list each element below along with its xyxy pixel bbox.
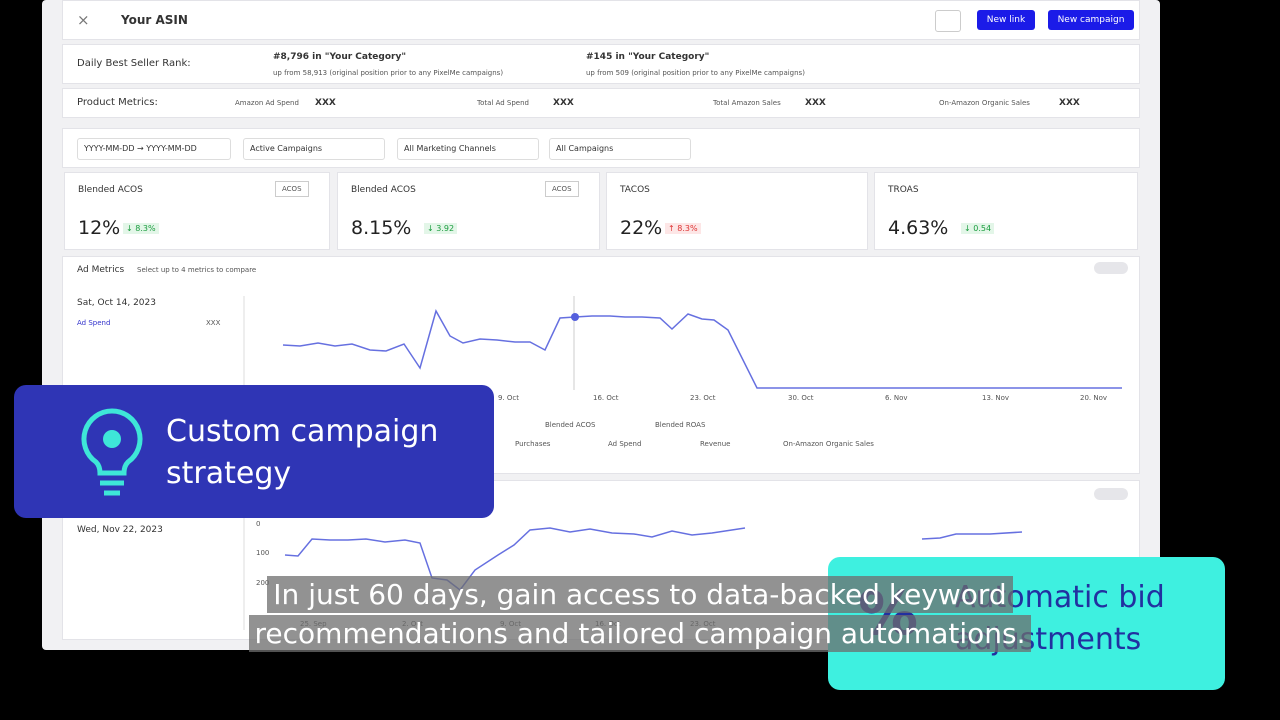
filter[interactable]: All Campaigns bbox=[549, 138, 691, 160]
series-label: Ad Spend bbox=[77, 319, 111, 327]
new-link[interactable]: New link bbox=[977, 10, 1035, 30]
metric-value: XXX bbox=[1059, 98, 1080, 108]
callout-blue: Custom campaign strategy bbox=[14, 385, 494, 518]
legend-item[interactable]: On-Amazon Organic Sales bbox=[783, 440, 874, 448]
line-2a bbox=[284, 527, 746, 592]
card-value: 22% bbox=[620, 217, 663, 239]
download-button[interactable] bbox=[935, 10, 961, 32]
header: × Your ASIN New link New campaign bbox=[62, 0, 1140, 40]
rank: #8,796 in "Your Category" bbox=[273, 52, 407, 62]
callout-text: Custom campaign strategy bbox=[166, 414, 439, 491]
kpi-card: TACOS 22% ↑ 8.3% bbox=[606, 172, 868, 250]
x-tick-label: 20. Nov bbox=[1080, 394, 1108, 402]
legend-item[interactable]: Blended ROAS bbox=[655, 421, 706, 429]
series-value: XXX bbox=[206, 319, 221, 327]
x-tick-label: 30. Oct bbox=[788, 394, 814, 402]
kpi-card: TROAS 4.63% ↓ 0.54 bbox=[874, 172, 1138, 250]
card-toggle[interactable]: ACOS bbox=[275, 181, 309, 197]
filter[interactable]: Active Campaigns bbox=[243, 138, 385, 160]
legend-item[interactable]: Blended ACOS bbox=[545, 421, 596, 429]
legend-item[interactable]: Ad Spend bbox=[608, 440, 642, 448]
toggle[interactable] bbox=[1094, 488, 1128, 500]
label: Daily Best Seller Rank: bbox=[77, 58, 191, 69]
bulb-icon bbox=[81, 408, 143, 496]
metric-name: Amazon Ad Spend bbox=[235, 99, 299, 107]
rank: #145 in "Your Category" bbox=[586, 52, 710, 62]
card-value: 4.63% bbox=[888, 217, 949, 239]
title: Your ASIN bbox=[121, 13, 188, 27]
title: Ad Metrics bbox=[77, 265, 125, 275]
kpi-card: Blended ACOS ACOS 8.15% ↓ 3.92 bbox=[337, 172, 600, 250]
card-change: ↓ 8.3% bbox=[123, 223, 159, 234]
card-toggle[interactable]: ACOS bbox=[545, 181, 579, 197]
date: Wed, Nov 22, 2023 bbox=[77, 525, 163, 535]
rank-row: Daily Best Seller Rank: #8,796 in "Your … bbox=[62, 44, 1140, 84]
metric-value: XXX bbox=[553, 98, 574, 108]
metric-name: Total Amazon Sales bbox=[713, 99, 781, 107]
date: Sat, Oct 14, 2023 bbox=[77, 298, 156, 308]
caption-line: In just 60 days, gain access to data-bac… bbox=[267, 576, 1013, 613]
legend-item[interactable]: Revenue bbox=[700, 440, 731, 448]
x-tick-label: 9. Oct bbox=[498, 394, 520, 402]
card-change: ↓ 3.92 bbox=[424, 223, 458, 234]
close[interactable]: × bbox=[77, 11, 90, 29]
y-tick-label: 200 bbox=[256, 579, 270, 587]
x-tick-label: 16. Oct bbox=[593, 394, 619, 402]
label: Product Metrics: bbox=[77, 97, 158, 108]
kpi-card: Blended ACOS ACOS 12% ↓ 8.3% bbox=[64, 172, 330, 250]
legend-item[interactable]: Purchases bbox=[515, 440, 551, 448]
metric-value: XXX bbox=[315, 98, 336, 108]
metric-value: XXX bbox=[805, 98, 826, 108]
filter[interactable]: All Marketing Channels bbox=[397, 138, 539, 160]
line-2b bbox=[921, 531, 1023, 540]
hint: Select up to 4 metrics to compare bbox=[137, 266, 257, 274]
caption-line: recommendations and tailored campaign au… bbox=[248, 615, 1032, 652]
metrics-row: Product Metrics: Amazon Ad Spend XXX Tot… bbox=[62, 88, 1140, 118]
date-range[interactable]: YYYY-MM-DD → YYYY-MM-DD bbox=[77, 138, 231, 160]
card-title: TACOS bbox=[620, 185, 650, 195]
x-tick-label: 23. Oct bbox=[690, 394, 716, 402]
x-tick-label: 6. Nov bbox=[885, 394, 908, 402]
card-change: ↑ 8.3% bbox=[665, 223, 701, 234]
y-tick-label: 100 bbox=[256, 549, 270, 557]
note: up from 58,913 (original position prior … bbox=[273, 69, 504, 77]
note: up from 509 (original position prior to … bbox=[586, 69, 805, 77]
card-title: TROAS bbox=[888, 185, 919, 195]
new-campaign[interactable]: New campaign bbox=[1048, 10, 1134, 30]
card-title: Blended ACOS bbox=[351, 185, 416, 195]
toggle[interactable] bbox=[1094, 262, 1128, 274]
card-change: ↓ 0.54 bbox=[961, 223, 995, 234]
ad-spend-line bbox=[282, 309, 1122, 389]
hover-point bbox=[571, 313, 579, 321]
card-value: 8.15% bbox=[351, 217, 412, 239]
y-tick-label: 0 bbox=[256, 520, 261, 528]
metric-name: On-Amazon Organic Sales bbox=[939, 99, 1030, 107]
caption: In just 60 days, gain access to data-bac… bbox=[0, 576, 1280, 652]
card-value: 12% bbox=[78, 217, 121, 239]
x-tick-label: 13. Nov bbox=[982, 394, 1010, 402]
metric-name: Total Ad Spend bbox=[477, 99, 529, 107]
filters: YYYY-MM-DD → YYYY-MM-DD Active Campaigns… bbox=[62, 128, 1140, 168]
card-title: Blended ACOS bbox=[78, 185, 143, 195]
